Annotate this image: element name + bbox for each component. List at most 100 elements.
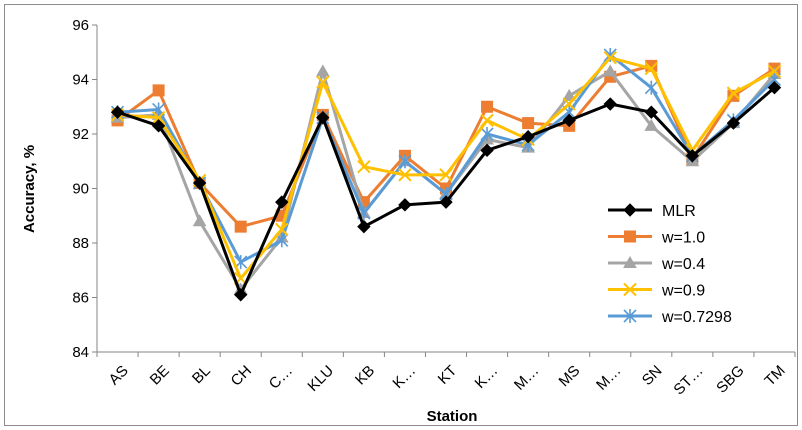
- data-point: [275, 195, 289, 209]
- x-marker-stroke: [603, 50, 617, 65]
- data-point: [644, 105, 659, 119]
- x-tick-label: CH: [228, 362, 255, 389]
- data-point: [624, 230, 636, 243]
- x-tick-label: TM: [761, 362, 788, 389]
- data-point: [315, 64, 330, 77]
- series-mlr: [110, 80, 782, 302]
- x-marker-stroke: [480, 113, 494, 128]
- data-point: [644, 80, 658, 95]
- legend-item: w=1.0: [608, 230, 705, 247]
- data-point: [767, 64, 782, 79]
- data-point: [481, 100, 494, 113]
- legend-label: MLR: [662, 203, 696, 220]
- x-axis-title: Station: [427, 408, 478, 425]
- legend-item: w=0.9: [608, 283, 705, 300]
- legend: MLR w=1.0 w=0.4 w=0.9 w=0.7298: [608, 203, 732, 326]
- data-point: [357, 159, 371, 174]
- x-marker-stroke: [316, 75, 330, 89]
- x-tick-label: M…: [511, 362, 542, 393]
- x-tick-label: SBG: [713, 362, 747, 396]
- data-point: [522, 117, 535, 130]
- legend-item: w=0.7298: [608, 309, 732, 326]
- x-marker-stroke: [562, 97, 576, 111]
- x-marker-stroke: [275, 222, 289, 237]
- data-point: [727, 89, 740, 102]
- data-point: [726, 116, 741, 130]
- data-point: [521, 130, 535, 144]
- legend-label: w=0.7298: [661, 309, 732, 326]
- data-point: [398, 154, 412, 169]
- data-point: [480, 127, 494, 141]
- data-point: [110, 105, 125, 119]
- data-point: [192, 176, 207, 190]
- data-point: [623, 309, 637, 323]
- x-tick-label: MS: [555, 362, 583, 390]
- data-point: [234, 220, 247, 233]
- x-tick-label: KLU: [304, 362, 337, 395]
- data-point: [398, 168, 412, 182]
- data-point: [726, 86, 741, 100]
- x-marker-stroke: [623, 282, 637, 297]
- data-point: [685, 149, 700, 163]
- data-point: [603, 64, 618, 77]
- data-point: [316, 110, 330, 125]
- data-point: [562, 97, 576, 111]
- data-point: [562, 88, 577, 101]
- data-point: [603, 50, 617, 65]
- data-point: [644, 118, 659, 131]
- data-point: [316, 75, 330, 89]
- x-tick-label: AS: [106, 362, 132, 388]
- data-point: [623, 282, 637, 297]
- chart-frame: [4, 4, 798, 426]
- x-tick-label: M…: [593, 362, 624, 393]
- data-point: [480, 113, 494, 128]
- data-point: [192, 214, 207, 227]
- data-point: [398, 198, 412, 212]
- legend-item: w=0.4: [608, 255, 705, 273]
- y-tick-label: 84: [72, 344, 89, 361]
- x-tick-label: KT: [435, 362, 461, 388]
- x-marker-stroke: [439, 168, 453, 182]
- x-tick-label: BE: [147, 362, 173, 388]
- x-tick-label: SN: [639, 362, 666, 389]
- x-marker-stroke: [151, 110, 166, 125]
- data-point: [233, 288, 248, 302]
- series-w-0-7298: [110, 47, 782, 270]
- x-tick-label: BL: [189, 362, 214, 387]
- y-tick-label: 88: [72, 235, 89, 252]
- data-point: [151, 119, 166, 133]
- y-tick-label: 94: [72, 72, 89, 89]
- series-w-0-9: [110, 50, 782, 286]
- y-tick-label: 96: [72, 17, 89, 34]
- legend-item: MLR: [608, 203, 696, 220]
- x-marker-stroke: [357, 159, 371, 174]
- x-marker-stroke: [767, 64, 782, 79]
- data-point: [644, 61, 659, 76]
- x-tick-label: K…: [472, 362, 502, 392]
- legend-label: w=1.0: [661, 230, 705, 247]
- data-point: [152, 84, 165, 97]
- data-point: [439, 195, 453, 209]
- data-point: [623, 255, 637, 268]
- series-layer: [110, 47, 782, 302]
- legend-label: w=0.9: [661, 283, 705, 300]
- data-point: [767, 80, 782, 95]
- x-marker-stroke: [398, 168, 412, 182]
- x-marker-stroke: [726, 86, 741, 100]
- data-point: [151, 110, 166, 125]
- x-tick-label: C…: [266, 362, 296, 392]
- data-point: [623, 203, 637, 217]
- x-marker-stroke: [644, 61, 659, 76]
- x-tick-label: KB: [352, 362, 378, 388]
- x-tick-label: K…: [389, 362, 419, 392]
- x-tick-label: ST…: [670, 362, 706, 398]
- y-axis-title: Accuracy, %: [21, 145, 38, 233]
- y-tick-label: 92: [72, 126, 89, 143]
- data-point: [603, 97, 617, 111]
- data-point: [357, 219, 371, 234]
- data-point: [562, 113, 576, 128]
- data-point: [275, 222, 289, 237]
- y-tick-label: 86: [72, 290, 89, 307]
- y-tick-label: 90: [72, 181, 89, 198]
